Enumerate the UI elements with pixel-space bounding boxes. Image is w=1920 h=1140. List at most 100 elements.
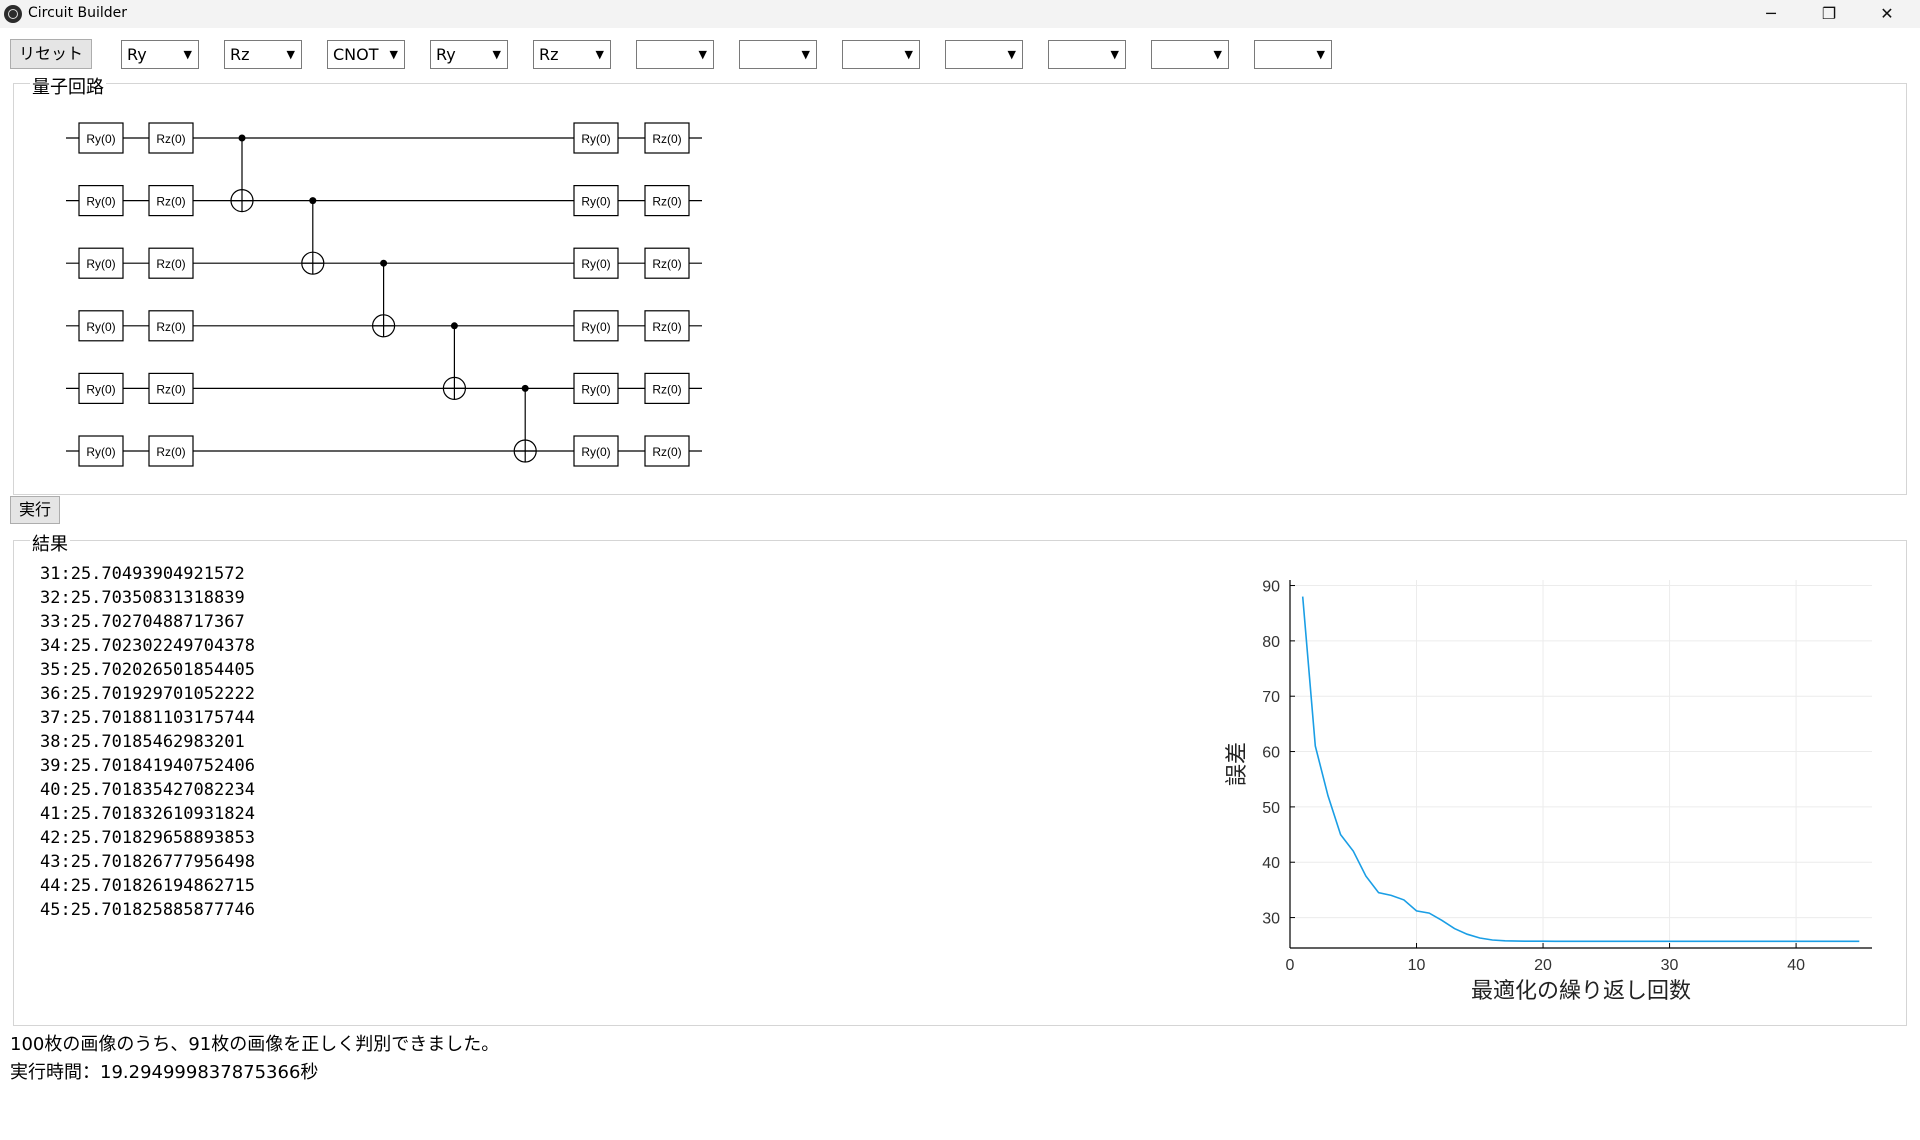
cnot-control xyxy=(238,134,246,142)
result-line: 35:25.702026501854405 xyxy=(40,660,255,680)
gate-box xyxy=(148,122,194,154)
gate-box xyxy=(644,372,690,404)
chevron-down-icon: ▼ xyxy=(1007,48,1016,61)
reset-button[interactable]: リセット xyxy=(10,39,93,69)
gate-label: Rz(0) xyxy=(652,257,681,271)
accuracy-text: 100枚の画像のうち、91枚の画像を正しく判別できました。 xyxy=(10,1034,500,1055)
y-axis-label: 誤差 xyxy=(1225,742,1250,786)
gate-label: Rz(0) xyxy=(156,320,185,334)
gate-select-value: Rz xyxy=(539,45,559,64)
gate-label: Rz(0) xyxy=(156,382,185,396)
error-chart: 0 10 20 30 40 30 40 50 60 70 80 90 最適化の繰り返し回数 誤差 xyxy=(1225,579,1872,1004)
gate-select-value: Rz xyxy=(230,45,250,64)
circuit-legend: 量子回路 xyxy=(30,73,106,99)
cnot-control xyxy=(521,384,529,392)
gate-label: Rz(0) xyxy=(156,132,185,146)
app-icon xyxy=(4,5,22,23)
y-tick-label: 80 xyxy=(1262,634,1280,651)
y-tick-label: 30 xyxy=(1262,911,1280,928)
gate-select-value: Ry xyxy=(436,45,456,64)
gate-select-1[interactable]: Ry ▼ xyxy=(121,40,199,69)
gate-box xyxy=(78,372,124,404)
gate-label: Rz(0) xyxy=(652,382,681,396)
result-line: 37:25.701881103175744 xyxy=(40,708,255,728)
gate-label: Ry(0) xyxy=(581,257,610,271)
gate-select-12[interactable]: ▼ xyxy=(1254,40,1332,69)
gate-box xyxy=(148,185,194,217)
gate-label: Rz(0) xyxy=(652,132,681,146)
title-bar: Circuit Builder ─ ❐ ✕ xyxy=(0,0,1920,28)
gate-label: Rz(0) xyxy=(652,195,681,209)
run-button[interactable]: 実行 xyxy=(10,496,61,524)
chevron-down-icon: ▼ xyxy=(389,48,398,61)
result-line: 34:25.702302249704378 xyxy=(40,636,255,656)
x-tick-label: 20 xyxy=(1534,957,1552,974)
gate-label: Ry(0) xyxy=(86,195,115,209)
chevron-down-icon: ▼ xyxy=(801,48,810,61)
result-line: 39:25.701841940752406 xyxy=(40,756,255,776)
gate-box xyxy=(148,247,194,279)
maximize-button[interactable]: ❐ xyxy=(1821,4,1837,23)
chevron-down-icon: ▼ xyxy=(1213,48,1222,61)
gate-select-5[interactable]: Rz ▼ xyxy=(533,40,611,69)
gate-box xyxy=(148,435,194,467)
chevron-down-icon: ▼ xyxy=(183,48,192,61)
gate-select-10[interactable]: ▼ xyxy=(1048,40,1126,69)
gate-select-3[interactable]: CNOT ▼ xyxy=(327,40,405,69)
gate-select-value: CNOT xyxy=(333,45,379,64)
result-line: 43:25.701826777956498 xyxy=(40,852,255,872)
chevron-down-icon: ▼ xyxy=(1110,48,1119,61)
gate-select-11[interactable]: ▼ xyxy=(1151,40,1229,69)
gate-label: Rz(0) xyxy=(652,445,681,459)
result-line: 31:25.70493904921572 xyxy=(40,564,245,584)
result-line: 38:25.70185462983201 xyxy=(40,732,245,752)
x-tick-label: 40 xyxy=(1787,957,1805,974)
x-tick-label: 30 xyxy=(1661,957,1679,974)
gate-select-6[interactable]: ▼ xyxy=(636,40,714,69)
cnot-control xyxy=(450,322,458,330)
chevron-down-icon: ▼ xyxy=(286,48,295,61)
result-group xyxy=(13,540,1907,1026)
result-legend: 結果 xyxy=(30,530,70,556)
gate-label: Rz(0) xyxy=(156,257,185,271)
gate-select-8[interactable]: ▼ xyxy=(842,40,920,69)
gate-box xyxy=(78,122,124,154)
chevron-down-icon: ▼ xyxy=(492,48,501,61)
gate-label: Rz(0) xyxy=(156,445,185,459)
circuit-group xyxy=(13,83,1907,495)
gate-label: Ry(0) xyxy=(86,320,115,334)
gate-select-4[interactable]: Ry ▼ xyxy=(430,40,508,69)
gate-label: Ry(0) xyxy=(86,257,115,271)
gate-box xyxy=(78,310,124,342)
gate-box xyxy=(644,122,690,154)
gate-select-9[interactable]: ▼ xyxy=(945,40,1023,69)
chevron-down-icon: ▼ xyxy=(595,48,604,61)
gate-label: Ry(0) xyxy=(581,132,610,146)
result-line: 32:25.70350831318839 xyxy=(40,588,245,608)
execution-time-text: 実行時間：19.294999837875366秒 xyxy=(10,1062,319,1083)
gate-select-2[interactable]: Rz ▼ xyxy=(224,40,302,69)
y-tick-label: 60 xyxy=(1262,745,1280,762)
gate-select-7[interactable]: ▼ xyxy=(739,40,817,69)
error-series-line xyxy=(1301,596,1860,943)
gate-box xyxy=(78,247,124,279)
gate-box xyxy=(573,247,619,279)
gate-box xyxy=(644,247,690,279)
result-log: 31:25.70493904921572 32:25.70350831318839… xyxy=(40,562,255,922)
chevron-down-icon: ▼ xyxy=(904,48,913,61)
close-button[interactable]: ✕ xyxy=(1880,4,1894,23)
window-title: Circuit Builder xyxy=(28,5,128,21)
gate-label: Ry(0) xyxy=(581,445,610,459)
gate-box xyxy=(644,310,690,342)
gate-box xyxy=(573,435,619,467)
gate-box xyxy=(644,185,690,217)
gate-label: Rz(0) xyxy=(652,320,681,334)
y-tick-label: 50 xyxy=(1262,800,1280,817)
gate-box xyxy=(148,372,194,404)
result-line: 36:25.701929701052222 xyxy=(40,684,255,704)
gate-label: Ry(0) xyxy=(581,382,610,396)
gate-box xyxy=(148,310,194,342)
minimize-button[interactable]: ─ xyxy=(1766,4,1776,23)
quantum-circuit: Ry(0) Rz(0) Ry(0) Rz(0) Ry(0) Rz(0) Ry(0) Rz(0)… xyxy=(66,122,702,467)
chevron-down-icon: ▼ xyxy=(1316,48,1325,61)
